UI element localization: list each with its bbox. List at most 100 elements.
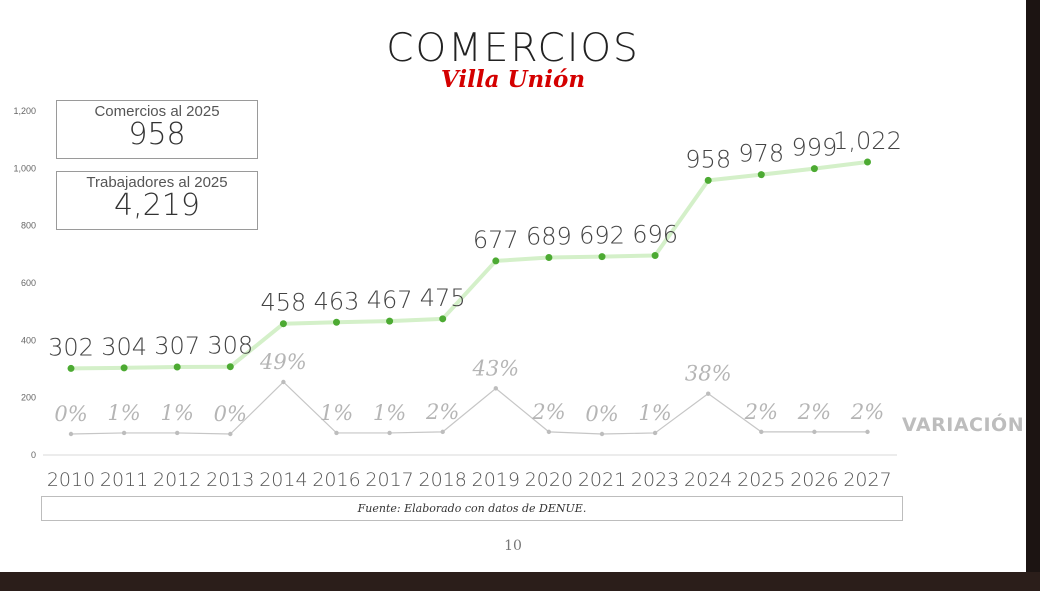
slide-edge (1026, 0, 1040, 591)
variation-data-label: 2% (797, 400, 831, 424)
comercios-point (333, 318, 340, 326)
variation-point (175, 430, 180, 436)
x-tick-label: 2019 (472, 469, 520, 491)
comercios-data-label: 999 (791, 134, 837, 162)
variation-point (387, 430, 392, 436)
comercios-point (757, 171, 765, 179)
kpi-comercios: Comercios al 2025 958 (56, 100, 258, 159)
comercios-data-label: 689 (526, 222, 572, 250)
variation-point (706, 391, 711, 396)
variation-data-label: 0% (214, 402, 247, 426)
comercios-point (226, 363, 234, 371)
comercios-data-label: 1,022 (833, 127, 902, 155)
variation-point (599, 431, 605, 437)
x-tick-label: 2021 (578, 469, 626, 491)
variation-point (228, 431, 233, 437)
x-tick-label: 2017 (365, 469, 413, 491)
comercios-point (120, 364, 128, 372)
comercios-data-label: 467 (367, 286, 413, 314)
source-note: Fuente: Elaborado con datos de DENUE. (41, 496, 903, 521)
comercios-point (704, 176, 712, 184)
variation-point (68, 431, 74, 437)
variation-point (440, 429, 445, 435)
variation-data-label: 0% (585, 402, 618, 426)
comercios-data-label: 308 (207, 332, 253, 360)
comercios-data-label: 978 (738, 140, 784, 168)
variation-point (759, 429, 764, 435)
slide-bottom-edge (0, 572, 1040, 591)
variation-data-label: 0% (54, 402, 87, 426)
kpi-comercios-value: 958 (128, 117, 186, 152)
comercios-data-label: 307 (154, 332, 200, 360)
variation-data-label: 2% (425, 400, 459, 424)
y-tick-label: 800 (21, 221, 36, 231)
variation-label: VARIACIÓN (902, 414, 1025, 436)
x-tick-label: 2016 (312, 469, 360, 491)
variation-data-label: 1% (638, 401, 671, 425)
x-tick-label: 2014 (259, 469, 307, 491)
kpi-trabajadores-value: 4,219 (114, 188, 200, 223)
variation-point (812, 429, 817, 435)
comercios-point (492, 257, 500, 265)
x-tick-label: 2027 (843, 469, 891, 491)
variation-point (334, 430, 339, 436)
x-tick-label: 2018 (419, 469, 467, 491)
kpi-comercios-label: Comercios al 2025 (94, 103, 220, 120)
chart-subtitle: Villa Unión (440, 66, 586, 93)
comercios-line (70, 160, 868, 371)
comercios-data-label: 677 (473, 226, 519, 254)
x-tick-label: 2012 (153, 469, 201, 491)
variation-data-label: 38% (685, 362, 732, 386)
comercios-data-label: 463 (314, 287, 360, 315)
comercios-point (67, 364, 75, 372)
x-tick-label: 2023 (631, 469, 679, 491)
chart-title: COMERCIOS (386, 26, 640, 71)
x-tick-label: 2011 (100, 469, 148, 491)
comercios-data-label: 304 (101, 333, 147, 361)
variation-data-label: 49% (259, 350, 307, 374)
variation-data-label: 2% (850, 400, 884, 424)
x-tick-label: 2024 (684, 469, 732, 491)
x-tick-label: 2010 (47, 469, 95, 491)
x-tick-label: 2013 (206, 469, 254, 491)
variation-data-label: 1% (107, 401, 140, 425)
comercios-data-label: 475 (420, 284, 466, 312)
variation-point (121, 430, 127, 436)
variation-point (652, 430, 658, 436)
variation-data-label: 2% (531, 400, 565, 424)
variation-data-label: 2% (744, 400, 778, 424)
x-tick-label: 2020 (525, 469, 573, 491)
x-tick-label: 2025 (737, 469, 785, 491)
variation-data-label: 1% (373, 401, 406, 425)
y-tick-label: 600 (21, 278, 36, 288)
x-tick-label: 2026 (790, 469, 838, 491)
variation-data-label: 1% (320, 401, 353, 425)
comercios-point (545, 253, 553, 261)
y-tick-label: 1,200 (13, 106, 36, 116)
variation-point (281, 379, 286, 385)
comercios-data-label: 302 (48, 333, 94, 361)
y-tick-label: 200 (21, 393, 36, 403)
slide: COMERCIOS Villa Unión 0 200 400 600 800 1,000… (0, 0, 1026, 572)
comercios-point (810, 165, 818, 173)
page-number: 10 (504, 538, 522, 554)
comercios-point (386, 317, 394, 325)
kpi-trabajadores-label: Trabajadores al 2025 (86, 174, 228, 191)
comercios-data-label: 692 (579, 222, 625, 250)
variation-line (70, 381, 868, 435)
y-tick-label: 0 (31, 450, 36, 460)
comercios-point (864, 158, 871, 166)
comercios-point (439, 315, 447, 323)
comercios-data-label: 696 (632, 220, 678, 248)
y-tick-label: 400 (21, 335, 36, 345)
comercios-point (598, 253, 606, 261)
y-tick-label: 1,000 (13, 163, 36, 173)
comercios-point (651, 251, 659, 259)
comercios-data-label: 958 (685, 145, 731, 173)
variation-point (493, 386, 498, 391)
comercios-point (279, 320, 287, 328)
variation-point (865, 429, 870, 435)
comercios-point (173, 363, 181, 371)
variation-point (546, 429, 552, 435)
